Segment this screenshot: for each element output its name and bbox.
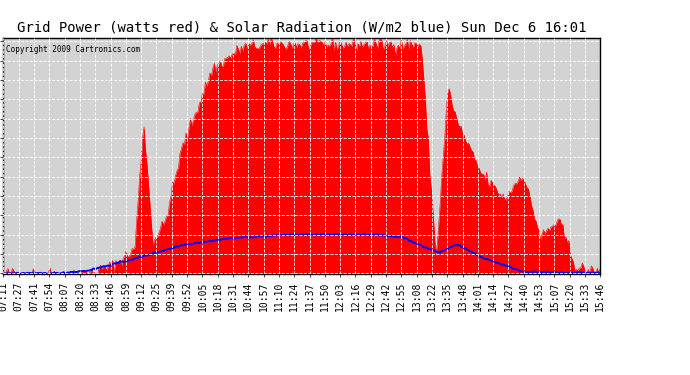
Text: Copyright 2009 Cartronics.com: Copyright 2009 Cartronics.com	[6, 45, 141, 54]
Title: Grid Power (watts red) & Solar Radiation (W/m2 blue) Sun Dec 6 16:01: Grid Power (watts red) & Solar Radiation…	[17, 21, 586, 35]
